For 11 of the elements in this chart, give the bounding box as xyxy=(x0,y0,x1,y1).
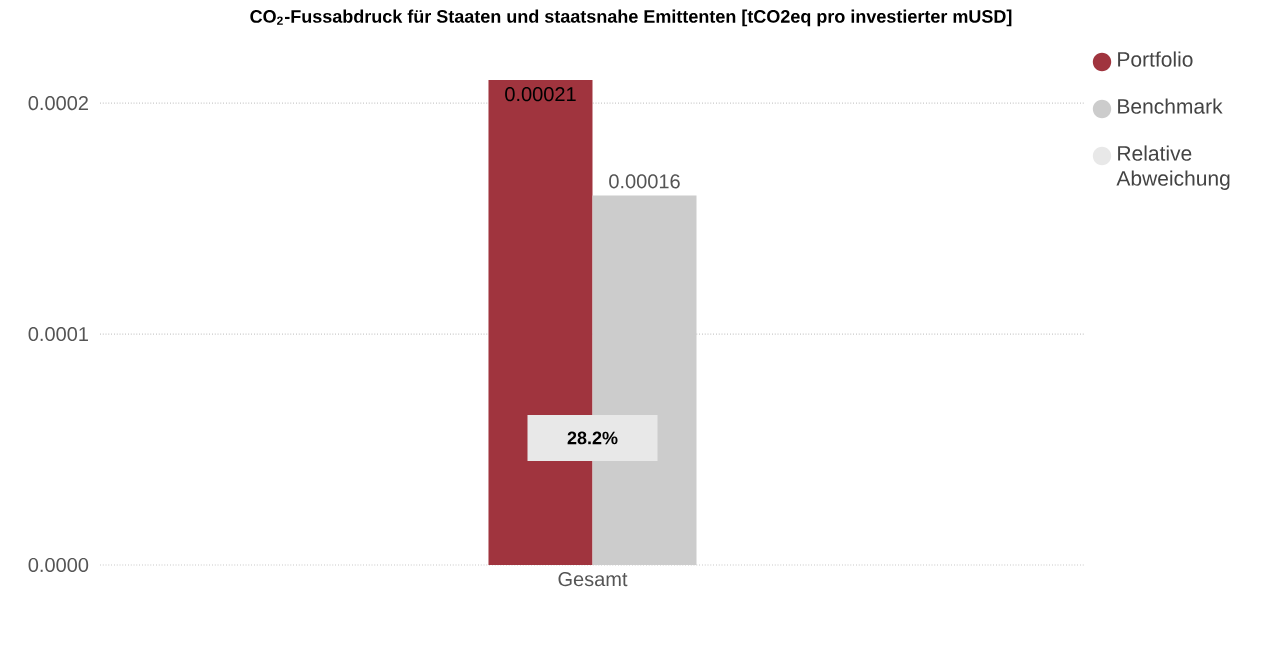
legend-label: Benchmark xyxy=(1118,98,1223,114)
y-tick-label: 0.0000 xyxy=(28,557,89,573)
data-label: 0.00021 xyxy=(505,87,576,102)
data-label: 0.00016 xyxy=(609,174,680,189)
legend-label: Relative Abweichung xyxy=(1116,145,1230,190)
y-tick-label: 0.0002 xyxy=(28,96,88,111)
legend-label: Portfolio xyxy=(1118,51,1193,67)
x-tick-label: Gesamt xyxy=(558,572,628,587)
annotation: 28.2% xyxy=(567,431,618,445)
y-tick-label: 0.0001 xyxy=(28,326,88,342)
chart-title: CO$_{2}$-Fussabdruck für Staaten und staatsnahe Emittenten [tCO2eq pro investierter mUSD] xyxy=(250,9,1012,27)
